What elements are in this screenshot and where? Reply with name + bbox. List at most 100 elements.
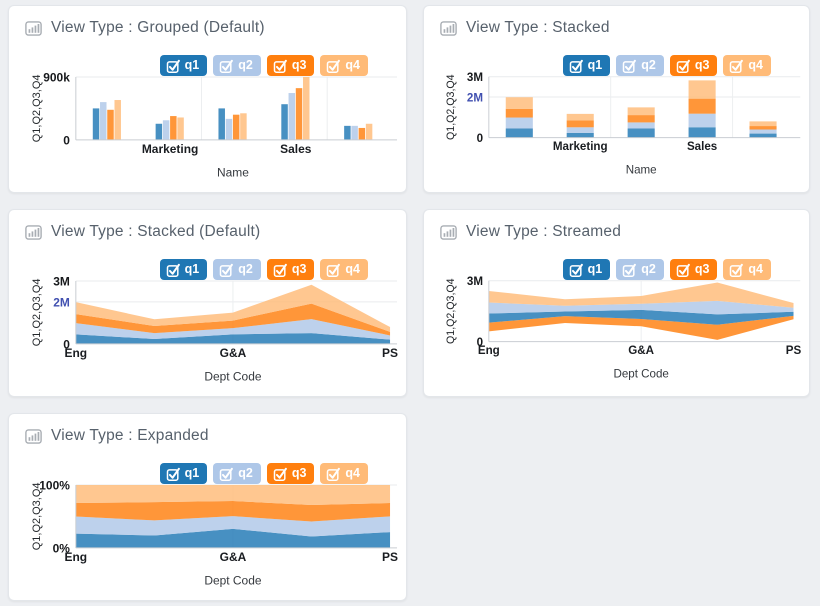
svg-text:Q1,Q2,Q3,Q4: Q1,Q2,Q3,Q4 xyxy=(31,483,43,551)
legend-item-q4[interactable]: q4 xyxy=(320,463,368,484)
panel-header: View Type : Stacked xyxy=(424,6,809,37)
svg-text:Name: Name xyxy=(217,166,249,180)
legend-item-q3[interactable]: q3 xyxy=(669,259,718,280)
checkbox-checked-icon xyxy=(166,59,180,73)
legend: q1 q2 q3 q4 xyxy=(159,463,368,484)
svg-text:3M: 3M xyxy=(53,274,70,288)
legend-label: q4 xyxy=(345,466,360,480)
legend-item-q4[interactable]: q4 xyxy=(320,259,368,280)
stream-chart: 0 3M Eng G&A PS Dept Code Q1,Q2,Q3,Q4 xyxy=(445,275,802,380)
checkbox-checked-icon xyxy=(219,263,234,277)
panel-title: View Type : Expanded xyxy=(51,427,209,444)
legend-item-q2[interactable]: q2 xyxy=(616,259,664,280)
panel-title: View Type : Stacked xyxy=(466,19,610,36)
panel-stacked-area: View Type : Stacked (Default) q1 q2 q3 q4 0… xyxy=(8,209,407,397)
checkbox-checked-icon xyxy=(273,263,287,277)
legend-label: q4 xyxy=(345,58,360,72)
panel-streamed: View Type : Streamed q1 q2 q3 q4 0 3M Eng G&A P… xyxy=(423,209,810,397)
legend-item-q3[interactable]: q3 xyxy=(669,55,718,76)
svg-text:2M: 2M xyxy=(467,91,483,104)
legend: q1 q2 q3 q4 xyxy=(562,259,771,280)
legend-item-q4[interactable]: q4 xyxy=(320,55,368,76)
legend-label: q3 xyxy=(694,58,710,72)
svg-text:900k: 900k xyxy=(43,70,70,84)
legend-item-q1[interactable]: q1 xyxy=(562,55,611,76)
svg-text:Eng: Eng xyxy=(65,346,88,360)
checkbox-checked-icon xyxy=(327,263,341,277)
panel-grouped: View Type : Grouped (Default) q1 q2 q3 q4 0… xyxy=(8,5,407,193)
bar-chart-icon xyxy=(25,428,42,444)
legend-item-q2[interactable]: q2 xyxy=(616,55,664,76)
checkbox-checked-icon xyxy=(219,59,234,73)
checkbox-checked-icon xyxy=(730,263,744,277)
legend-item-q1[interactable]: q1 xyxy=(159,463,208,484)
bar-chart-icon xyxy=(25,20,42,36)
svg-text:Sales: Sales xyxy=(280,142,312,156)
legend-label: q2 xyxy=(238,466,253,480)
legend-item-q2[interactable]: q2 xyxy=(213,55,261,76)
bar-chart-icon xyxy=(440,224,457,240)
panel-expanded: View Type : Expanded q1 q2 q3 q4 0% 100% Eng G… xyxy=(8,413,407,601)
legend-item-q1[interactable]: q1 xyxy=(159,259,208,280)
svg-text:Marketing: Marketing xyxy=(553,140,608,153)
svg-text:PS: PS xyxy=(382,346,398,360)
panel-title: View Type : Stacked (Default) xyxy=(51,223,261,240)
svg-text:3M: 3M xyxy=(467,275,483,288)
checkbox-checked-icon xyxy=(569,59,583,73)
svg-text:0%: 0% xyxy=(53,541,71,555)
checkbox-checked-icon xyxy=(166,467,180,481)
legend-label: q2 xyxy=(238,262,253,276)
svg-text:0: 0 xyxy=(63,133,70,147)
bar-chart-icon xyxy=(25,224,42,240)
legend-label: q3 xyxy=(291,262,307,276)
legend-label: q1 xyxy=(184,58,200,72)
svg-text:Q1,Q2,Q3,Q4: Q1,Q2,Q3,Q4 xyxy=(445,74,457,140)
legend-item-q4[interactable]: q4 xyxy=(723,259,771,280)
panel-stacked: View Type : Stacked q1 q2 q3 q4 0 2M 3M Market… xyxy=(423,5,810,193)
checkbox-checked-icon xyxy=(676,263,690,277)
svg-text:Name: Name xyxy=(626,163,657,176)
legend-item-q3[interactable]: q3 xyxy=(266,259,315,280)
svg-text:PS: PS xyxy=(382,550,398,564)
svg-text:Sales: Sales xyxy=(687,140,717,153)
svg-text:100%: 100% xyxy=(39,478,70,492)
svg-text:Q1,Q2,Q3,Q4: Q1,Q2,Q3,Q4 xyxy=(31,75,43,143)
legend-label: q1 xyxy=(184,262,200,276)
svg-text:PS: PS xyxy=(786,344,802,357)
legend-label: q2 xyxy=(641,58,656,72)
legend: q1 q2 q3 q4 xyxy=(159,259,368,280)
legend-item-q3[interactable]: q3 xyxy=(266,463,315,484)
legend-item-q4[interactable]: q4 xyxy=(723,55,771,76)
legend-label: q3 xyxy=(291,466,307,480)
checkbox-checked-icon xyxy=(730,59,744,73)
legend-item-q2[interactable]: q2 xyxy=(213,259,261,280)
svg-text:0: 0 xyxy=(63,337,70,351)
svg-text:0: 0 xyxy=(477,132,483,145)
svg-text:2M: 2M xyxy=(53,295,70,309)
legend-label: q1 xyxy=(587,262,603,276)
legend-item-q3[interactable]: q3 xyxy=(266,55,315,76)
checkbox-checked-icon xyxy=(676,59,690,73)
svg-text:Dept Code: Dept Code xyxy=(204,370,261,384)
legend-item-q2[interactable]: q2 xyxy=(213,463,261,484)
panel-header: View Type : Streamed xyxy=(424,210,809,241)
svg-text:G&A: G&A xyxy=(220,346,247,360)
checkbox-checked-icon xyxy=(273,467,287,481)
checkbox-checked-icon xyxy=(622,263,637,277)
legend: q1 q2 q3 q4 xyxy=(159,55,368,76)
expanded-area-chart: 0% 100% Eng G&A PS Dept Code Q1,Q2,Q3,Q4 xyxy=(31,478,398,587)
legend: q1 q2 q3 q4 xyxy=(562,55,771,76)
stacked-area-chart: 0 2M 3M Eng G&A PS Dept Code Q1,Q2,Q3,Q4 xyxy=(31,274,398,384)
svg-text:Dept Code: Dept Code xyxy=(613,367,668,380)
panel-header: View Type : Stacked (Default) xyxy=(9,210,406,241)
legend-label: q3 xyxy=(694,262,710,276)
checkbox-checked-icon xyxy=(622,59,637,73)
panel-header: View Type : Grouped (Default) xyxy=(9,6,406,37)
legend-item-q1[interactable]: q1 xyxy=(159,55,208,76)
legend-item-q1[interactable]: q1 xyxy=(562,259,611,280)
legend-label: q2 xyxy=(641,262,656,276)
checkbox-checked-icon xyxy=(219,467,234,481)
svg-text:Marketing: Marketing xyxy=(142,142,198,156)
svg-text:Q1,Q2,Q3,Q4: Q1,Q2,Q3,Q4 xyxy=(445,278,457,344)
